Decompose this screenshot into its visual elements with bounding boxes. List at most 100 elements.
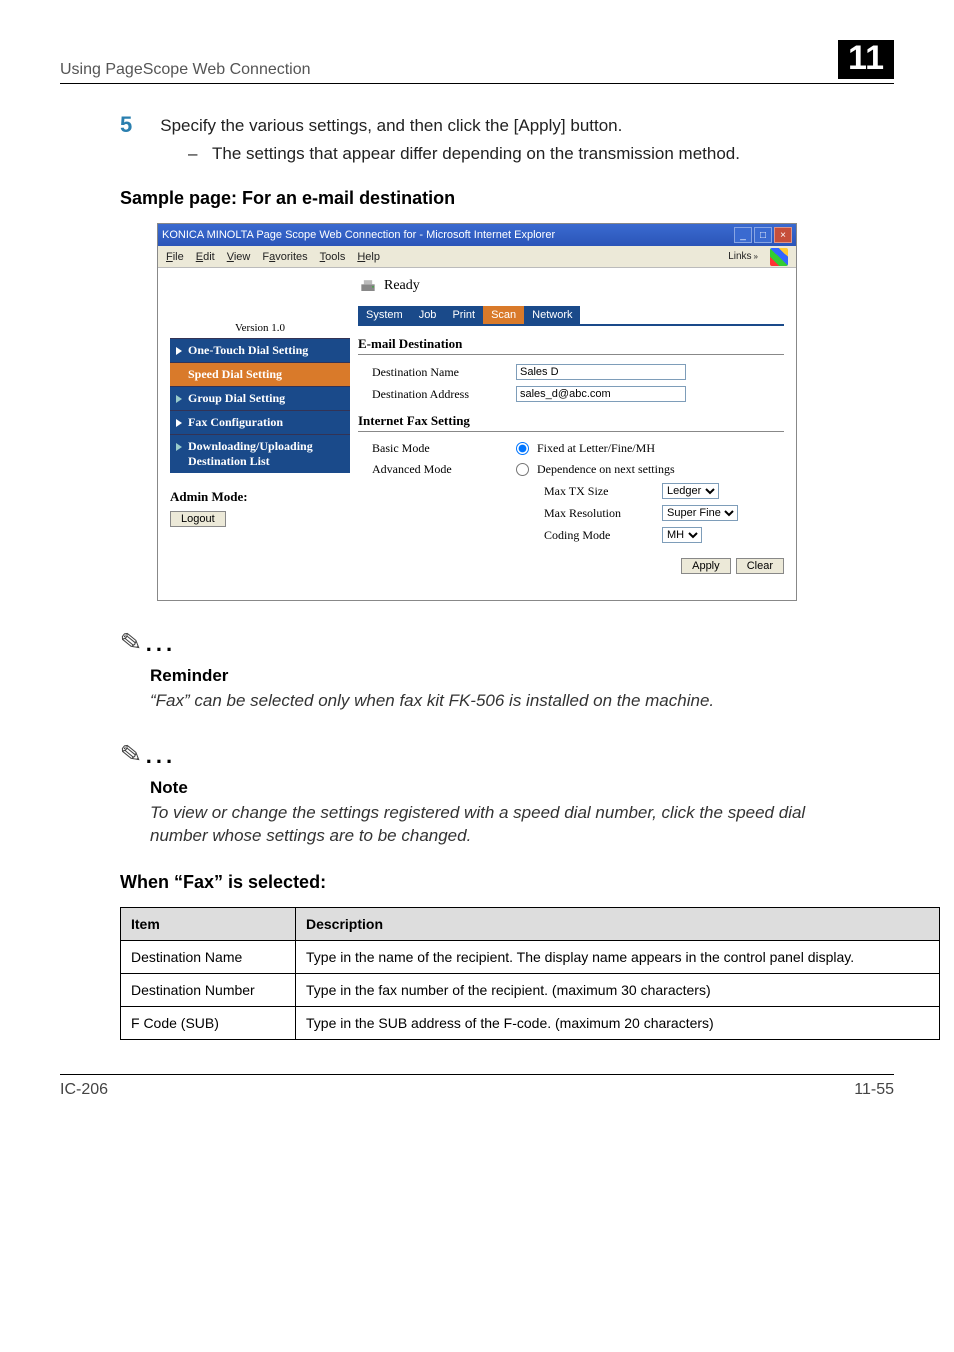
chevron-right-icon: [176, 347, 182, 355]
nav-one-touch[interactable]: One-Touch Dial Setting: [170, 338, 350, 362]
right-column: Ready System Job Print Scan Network E-ma…: [358, 276, 784, 574]
menu-favorites[interactable]: Favorites: [262, 251, 307, 263]
ellipsis-icon: ...: [146, 631, 176, 656]
max-res-select[interactable]: Super Fine: [662, 505, 738, 521]
note-block: ✎...: [120, 739, 894, 770]
chevron-right-icon: [176, 395, 182, 403]
max-tx-select[interactable]: Ledger: [662, 483, 719, 499]
pencil-icon: ✎: [118, 738, 143, 771]
links-label[interactable]: Links»: [728, 251, 758, 262]
nav-one-touch-label: One-Touch Dial Setting: [188, 343, 308, 358]
nav-faxcfg-label: Fax Configuration: [188, 415, 283, 430]
advanced-subform: Max TX Size Ledger Max Resolution Super …: [386, 480, 784, 546]
basic-mode-radio[interactable]: [516, 442, 529, 455]
title-prefix: KONICA MINOLTA Page Scope Web Connection…: [162, 229, 419, 241]
dest-name-row: Destination Name: [358, 361, 784, 383]
cell-item: Destination Name: [121, 941, 296, 974]
note-heading: Note: [150, 778, 894, 798]
advanced-mode-row: Advanced Mode Dependence on next setting…: [358, 459, 784, 480]
menu-help[interactable]: Help: [357, 251, 380, 263]
page-header: Using PageScope Web Connection 11: [60, 40, 894, 84]
clear-button[interactable]: Clear: [736, 558, 784, 574]
reminder-block: ✎...: [120, 627, 894, 658]
note-body: To view or change the settings registere…: [150, 802, 854, 848]
coding-select[interactable]: MH: [662, 527, 702, 543]
apply-button[interactable]: Apply: [681, 558, 731, 574]
reminder-body: “Fax” can be selected only when fax kit …: [150, 690, 854, 713]
minimize-button[interactable]: _: [734, 227, 752, 243]
tab-print[interactable]: Print: [444, 306, 483, 324]
basic-mode-label: Basic Mode: [358, 441, 508, 456]
tab-job[interactable]: Job: [411, 306, 445, 324]
nav-group-dial[interactable]: Group Dial Setting: [170, 386, 350, 410]
header-title: Using PageScope Web Connection: [60, 61, 824, 79]
nav-speed-label: Speed Dial Setting: [188, 367, 282, 382]
logout-row: Logout: [170, 511, 350, 527]
dest-addr-label: Destination Address: [358, 387, 508, 402]
footer-right: 11-55: [854, 1081, 894, 1099]
tab-network[interactable]: Network: [524, 306, 580, 324]
cell-desc: Type in the fax number of the recipient.…: [296, 974, 940, 1007]
cell-desc: Type in the SUB address of the F-code. (…: [296, 1007, 940, 1040]
version-label: Version 1.0: [170, 322, 350, 334]
maximize-button[interactable]: □: [754, 227, 772, 243]
ready-status: Ready: [358, 276, 784, 296]
advanced-mode-option: Dependence on next settings: [537, 462, 675, 477]
dest-name-input[interactable]: [516, 364, 686, 380]
ifax-heading: Internet Fax Setting: [358, 413, 784, 432]
chapter-number: 11: [838, 40, 894, 79]
step-block: 5 Specify the various settings, and then…: [120, 112, 894, 138]
pencil-icon: ✎: [118, 626, 143, 659]
tab-bar: System Job Print Scan Network: [358, 306, 784, 326]
dest-addr-input[interactable]: [516, 386, 686, 402]
tab-scan[interactable]: Scan: [483, 306, 524, 324]
advanced-mode-label: Advanced Mode: [358, 462, 508, 477]
close-button[interactable]: ×: [774, 227, 792, 243]
email-dest-heading: E-mail Destination: [358, 336, 784, 355]
col-desc-header: Description: [296, 908, 940, 941]
step-sub-text: The settings that appear differ dependin…: [212, 144, 740, 164]
browser-window: KONICA MINOLTA Page Scope Web Connection…: [157, 223, 797, 601]
table-header-row: Item Description: [121, 908, 940, 941]
max-res-row: Max Resolution Super Fine: [386, 502, 784, 524]
nav-speed-dial[interactable]: Speed Dial Setting: [170, 362, 350, 386]
menu-tools[interactable]: Tools: [320, 251, 346, 263]
window-titlebar: KONICA MINOLTA Page Scope Web Connection…: [158, 224, 796, 246]
ready-label: Ready: [384, 278, 420, 294]
coding-label: Coding Mode: [544, 528, 654, 543]
max-tx-row: Max TX Size Ledger: [386, 480, 784, 502]
max-res-label: Max Resolution: [544, 506, 654, 521]
step-number: 5: [120, 112, 132, 138]
left-column: Version 1.0 One-Touch Dial Setting Speed…: [170, 276, 350, 574]
menu-bar: File Edit View Favorites Tools Help Link…: [158, 246, 796, 268]
tab-system[interactable]: System: [358, 306, 411, 324]
nav-download-label: Downloading/Uploading Destination List: [188, 439, 344, 469]
logout-button[interactable]: Logout: [170, 511, 226, 527]
printer-icon: [358, 276, 378, 296]
when-fax-heading: When “Fax” is selected:: [120, 872, 894, 893]
ellipsis-icon: ...: [146, 743, 176, 768]
sample-page-heading: Sample page: For an e-mail destination: [120, 188, 894, 209]
step-sub-bullet: – The settings that appear differ depend…: [188, 144, 894, 164]
col-item-header: Item: [121, 908, 296, 941]
nav-download-list[interactable]: Downloading/Uploading Destination List: [170, 434, 350, 473]
cell-item: Destination Number: [121, 974, 296, 1007]
coding-row: Coding Mode MH: [386, 524, 784, 546]
menu-view[interactable]: View: [227, 251, 251, 263]
menu-edit[interactable]: Edit: [196, 251, 215, 263]
nav-group-label: Group Dial Setting: [188, 391, 285, 406]
advanced-mode-radio[interactable]: [516, 463, 529, 476]
table-row: Destination Name Type in the name of the…: [121, 941, 940, 974]
settings-table: Item Description Destination Name Type i…: [120, 907, 940, 1040]
ie-flag-icon: [770, 248, 788, 266]
chevron-right-icon: [176, 443, 182, 451]
dest-name-label: Destination Name: [358, 365, 508, 380]
footer-left: IC-206: [60, 1081, 108, 1099]
page-footer: IC-206 11-55: [60, 1074, 894, 1099]
reminder-heading: Reminder: [150, 666, 894, 686]
admin-mode-label: Admin Mode:: [170, 489, 350, 505]
side-nav: Version 1.0 One-Touch Dial Setting Speed…: [170, 322, 350, 473]
menu-file[interactable]: File: [166, 251, 184, 263]
dest-addr-row: Destination Address: [358, 383, 784, 405]
nav-fax-config[interactable]: Fax Configuration: [170, 410, 350, 434]
